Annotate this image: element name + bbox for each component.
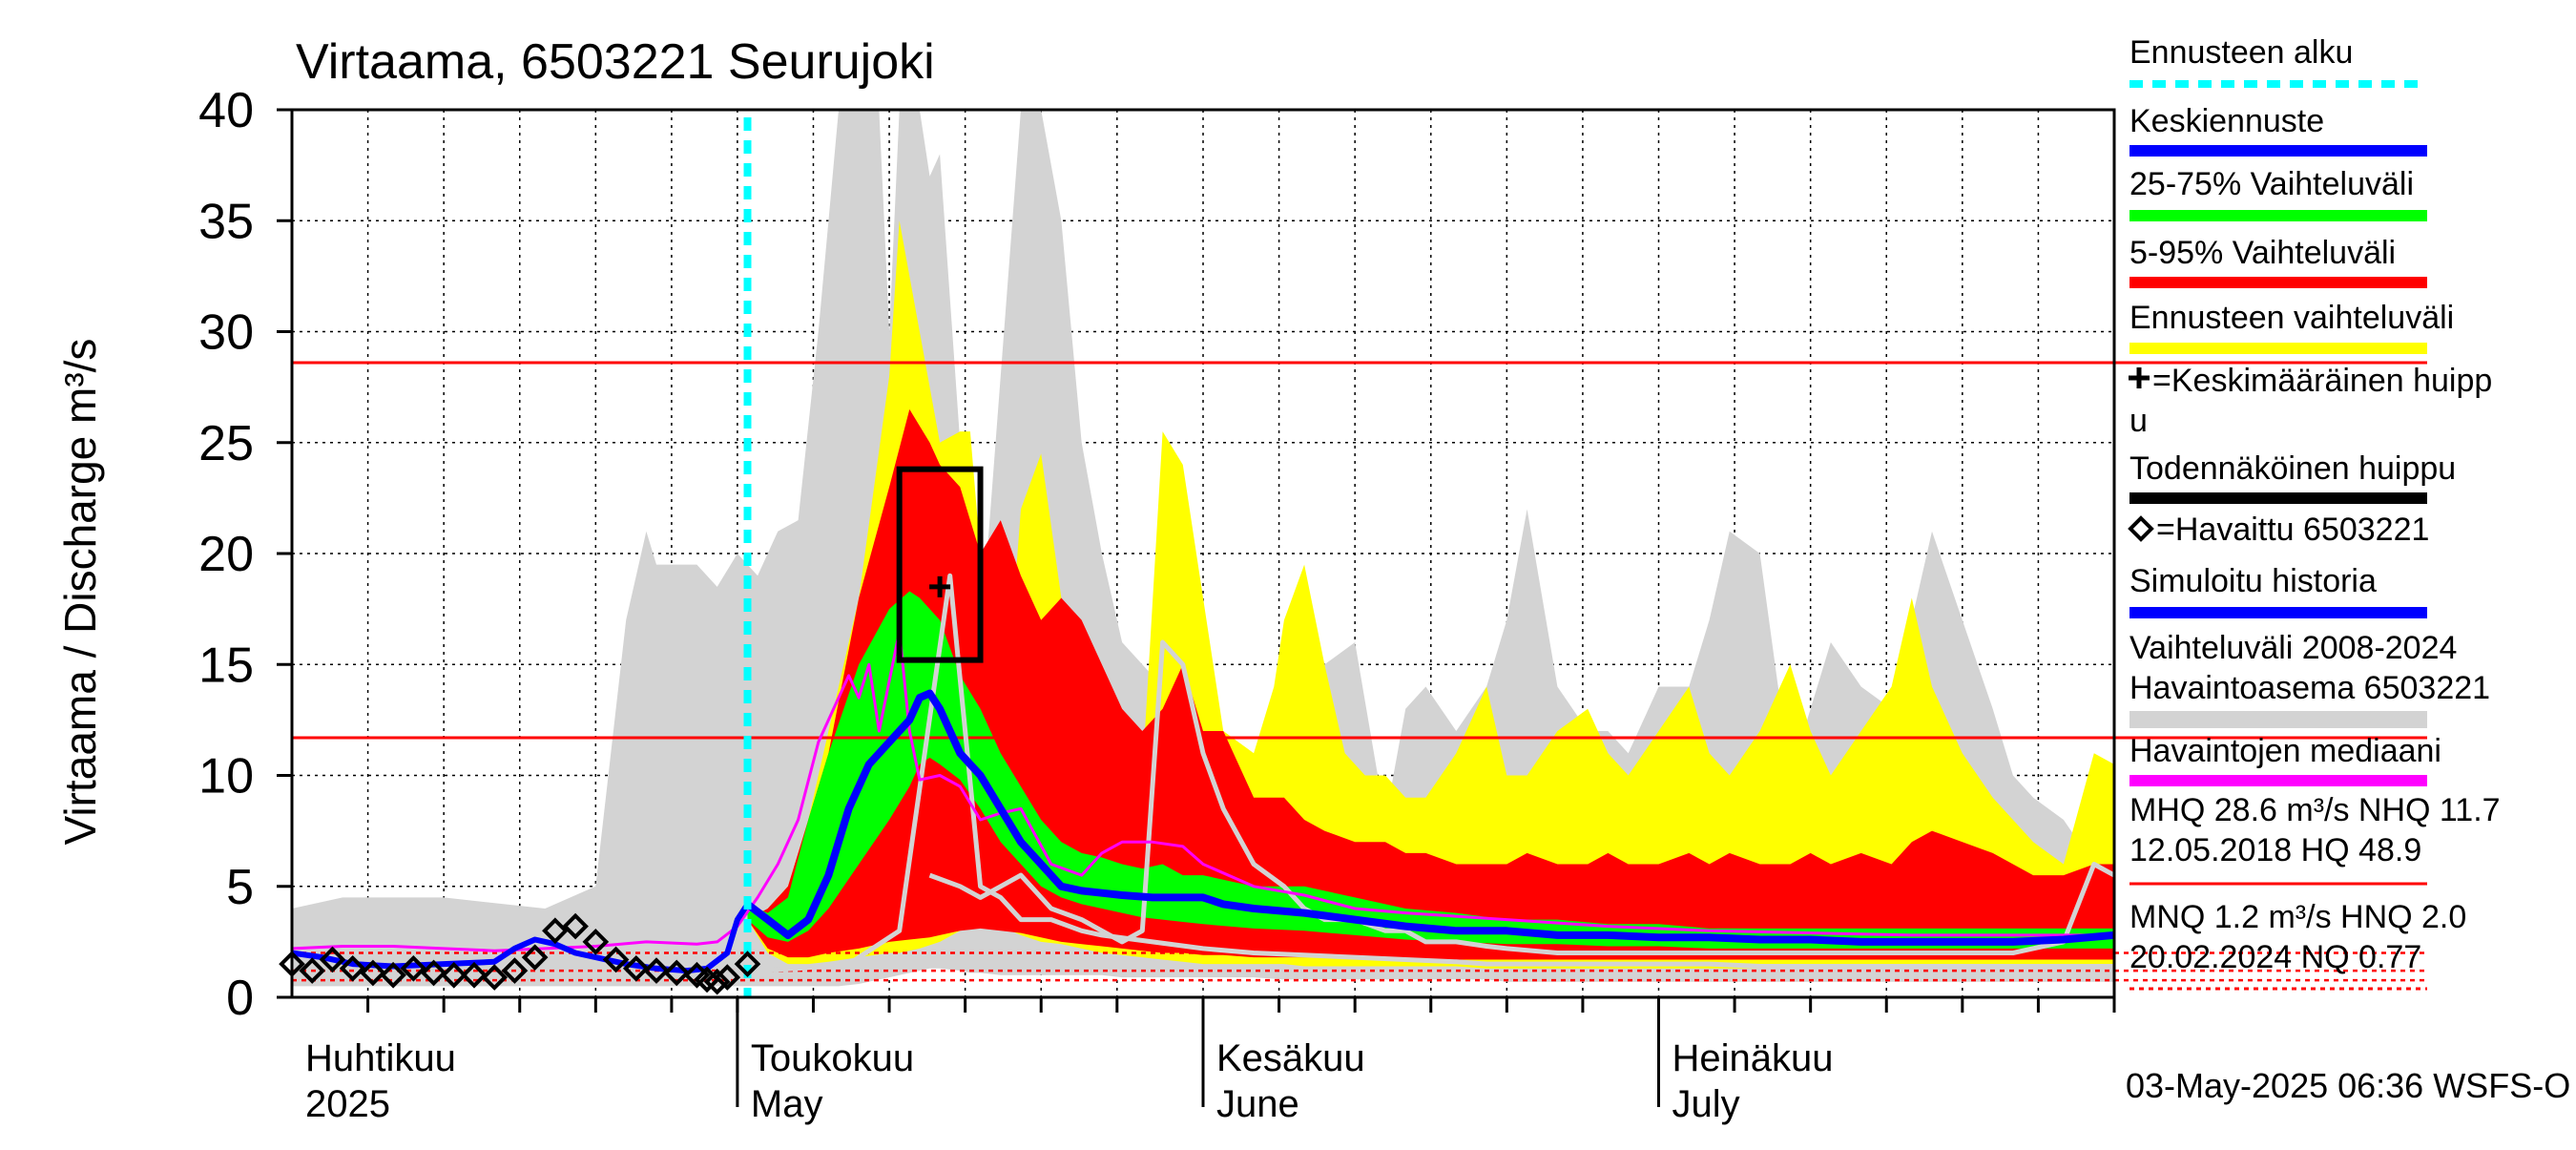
legend-ennusteen-alku-text: Ennusteen alku [2129,34,2353,71]
observed-point [339,954,366,982]
month-label-en: May [751,1083,823,1125]
month-label-fi: Kesäkuu [1216,1037,1365,1079]
observed-point [440,961,467,989]
observed-point [734,951,761,977]
legend-plus-icon [2129,367,2150,388]
observed-point [521,944,549,971]
axes-layer: 0510152025303540Huhtikuu2025ToukokuuMayK… [198,83,2116,1125]
footer-timestamp: 03-May-2025 06:36 WSFS-O [2126,1066,2570,1105]
legend-mnq-1-2-m-s-hnq-2-0-text-2: 20.02.2024 NQ 0.77 [2129,939,2421,975]
legend-simuloitu-historia-text: Simuloitu historia [2129,563,2377,599]
mean-peak-marker [929,575,951,597]
line-simuloitu-historia [292,902,751,974]
observed-point [622,954,650,982]
observed-point [562,912,589,940]
series-lines-layer [292,573,2114,978]
band-5-95-vaihteluv-li [747,408,2114,960]
y-tick-label: 10 [198,749,254,805]
y-tick-label: 20 [198,527,254,582]
y-tick-label: 0 [226,971,254,1026]
y-tick-label: 30 [198,305,254,361]
y-tick-label: 35 [198,194,254,249]
legend-diamond-icon [2128,515,2154,542]
probable-peak-box [896,466,984,663]
observed-point [703,968,731,995]
legend-ennusteen-vaihteluv-li-text: Ennusteen vaihteluväli [2129,300,2454,336]
legend: Ennusteen alku Keskiennuste 25-75% Vaihtel… [2128,34,2501,991]
month-label-fi: Toukokuu [751,1037,914,1079]
observed-point [542,917,569,945]
legend-mhq-28-6-m-s-nhq-11-7-text-2: 12.05.2018 HQ 48.9 [2129,832,2421,868]
observed-point [420,959,447,987]
legend-havaintojen-mediaani-text: Havaintojen mediaani [2129,733,2441,769]
observed-point [643,957,670,984]
month-label-en: 2025 [305,1083,390,1125]
legend-mhq-28-6-m-s-nhq-11-7-text: MHQ 28.6 m³/s NHQ 11.7 [2129,792,2501,828]
observed-point [663,959,691,987]
median-history-line [696,573,2114,978]
band-25-75-vaihteluv-li [747,591,2114,949]
month-label-fi: Heinäkuu [1672,1037,1834,1079]
month-label-en: June [1216,1083,1299,1125]
line-havaintojen-mediaani [292,629,2114,952]
chart-title: Virtaama, 6503221 Seurujoki [296,34,935,90]
y-tick-label: 5 [226,860,254,915]
legend-keskim-r-inen-huipp-text-2: u [2129,403,2148,439]
legend-todenn-k-inen-huippu-text: Todennäköinen huippu [2129,450,2456,487]
observed-point [602,946,630,973]
observed-point [714,964,741,991]
observed-point [582,929,610,955]
observed-point [481,964,509,991]
month-label-fi: Huhtikuu [305,1037,456,1079]
legend-vaihteluv-li-2008-2024-text: Vaihteluväli 2008-2024 [2129,630,2457,666]
y-tick-label: 15 [198,638,254,693]
legend-keskiennuste-text: Keskiennuste [2129,103,2324,139]
legend-havaittu-6503221-text: =Havaittu 6503221 [2156,512,2429,548]
observed-point [319,946,346,973]
y-tick-label: 40 [198,83,254,138]
month-label-en: July [1672,1083,1740,1125]
legend-5-95-vaihteluv-li-text: 5-95% Vaihteluväli [2129,235,2396,271]
observed-point [461,961,488,989]
legend-vaihteluv-li-2008-2024-text-2: Havaintoasema 6503221 [2129,670,2490,706]
y-axis-label: Virtaama / Discharge m³/s [55,339,105,846]
observed-point [501,957,529,984]
observed-point [360,959,386,987]
observed-point [400,954,427,982]
legend-25-75-vaihteluv-li-text: 25-75% Vaihteluväli [2129,166,2414,202]
observed-point [380,961,406,989]
legend-keskim-r-inen-huipp-text: =Keskimääräinen huipp [2152,363,2492,399]
marks-layer [279,117,984,997]
observed-point [299,957,326,984]
line-keskiennuste [745,689,2114,946]
legend-mnq-1-2-m-s-hnq-2-0-text: MNQ 1.2 m³/s HNQ 2.0 [2129,899,2466,935]
y-tick-label: 25 [198,416,254,471]
